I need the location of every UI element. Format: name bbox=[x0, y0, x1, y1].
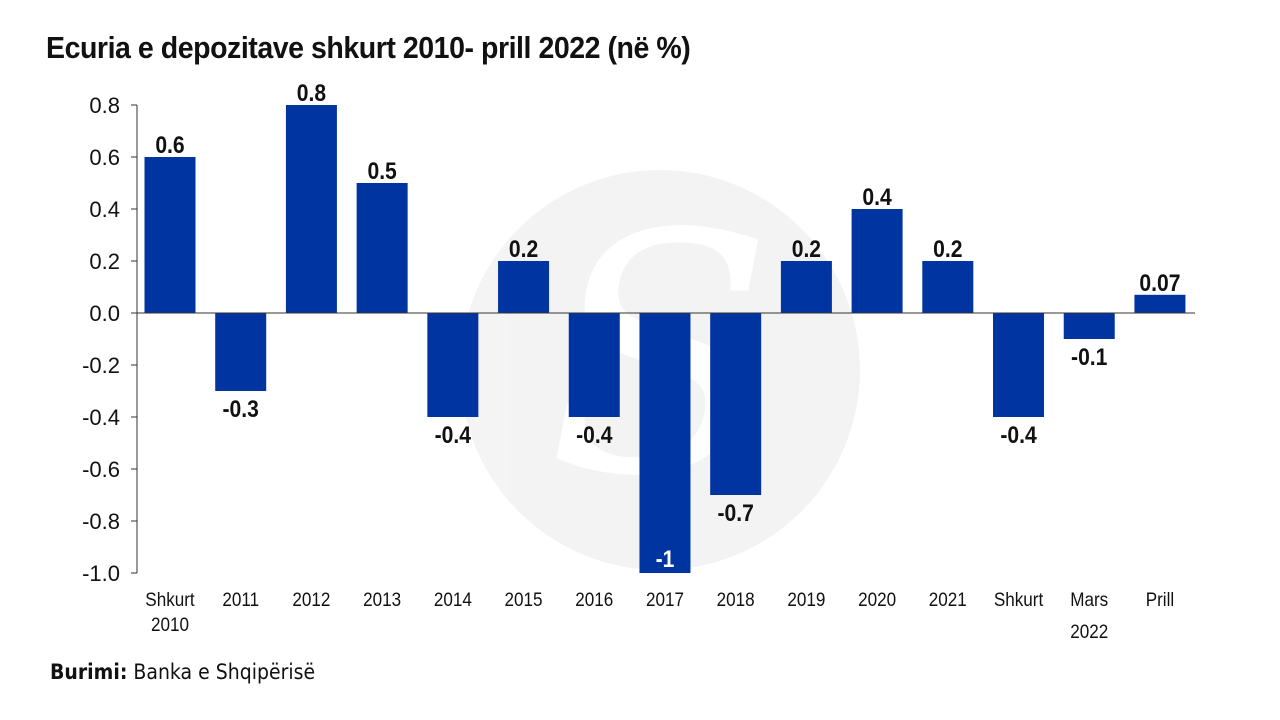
x-category-label: 2016 bbox=[575, 589, 613, 610]
x-category-label: 2019 bbox=[787, 589, 825, 610]
data-label: -0.7 bbox=[717, 500, 753, 527]
x-category-label: 2012 bbox=[292, 589, 330, 610]
x-category-label: 2013 bbox=[363, 589, 401, 610]
source-text: Banka e Shqipërisë bbox=[127, 660, 316, 684]
data-label: 0.2 bbox=[933, 236, 962, 263]
bar bbox=[710, 313, 762, 495]
y-tick-label: 0.8 bbox=[89, 93, 120, 118]
source-note: Burimi: Banka e Shqipërisë bbox=[50, 660, 315, 684]
x-category-label: 2011 bbox=[222, 589, 259, 610]
data-label: 0.5 bbox=[367, 158, 396, 185]
y-tick-label: 0.2 bbox=[89, 249, 120, 274]
bar bbox=[1134, 294, 1186, 313]
bar bbox=[993, 313, 1045, 417]
x-category-label: Shkurt bbox=[994, 589, 1043, 610]
data-label: 0.4 bbox=[862, 184, 892, 211]
bar bbox=[144, 157, 196, 313]
x-category-label: 2020 bbox=[858, 589, 896, 610]
y-tick-label: 0.0 bbox=[89, 301, 120, 326]
x-category-label: 2017 bbox=[646, 589, 684, 610]
y-tick-label: -0.2 bbox=[82, 353, 120, 378]
data-label: -0.3 bbox=[223, 396, 259, 423]
data-label: 0.8 bbox=[297, 80, 326, 107]
data-label: -0.4 bbox=[1000, 422, 1037, 449]
data-label: -0.4 bbox=[576, 422, 613, 449]
data-label: -1 bbox=[656, 546, 675, 573]
x-group-label: 2022 bbox=[1070, 621, 1108, 642]
bar bbox=[639, 313, 691, 573]
bar bbox=[215, 313, 267, 391]
x-category-label: Mars bbox=[1070, 589, 1108, 610]
bar bbox=[285, 105, 337, 313]
x-category-label: Prill bbox=[1146, 589, 1174, 610]
x-category-label: 2018 bbox=[717, 589, 755, 610]
bar bbox=[427, 313, 479, 417]
bar bbox=[780, 261, 832, 313]
y-tick-label: -0.6 bbox=[82, 457, 120, 482]
data-label: -0.1 bbox=[1071, 344, 1107, 371]
chart-title: Ecuria e depozitave shkurt 2010- prill 2… bbox=[46, 30, 691, 65]
x-category-label: 2010 bbox=[151, 614, 189, 635]
data-label: 0.6 bbox=[155, 132, 184, 159]
y-tick-label: -0.4 bbox=[82, 405, 120, 430]
x-category-label: 2021 bbox=[929, 589, 967, 610]
x-category-label: 2015 bbox=[505, 589, 543, 610]
y-tick-label: -0.8 bbox=[82, 509, 120, 534]
data-label: 0.2 bbox=[792, 236, 821, 263]
x-category-label: 2014 bbox=[434, 589, 472, 610]
bar bbox=[498, 261, 550, 313]
y-tick-label: 0.4 bbox=[89, 197, 120, 222]
y-tick-label: 0.6 bbox=[89, 145, 120, 170]
data-label: 0.07 bbox=[1139, 270, 1180, 297]
data-label: 0.2 bbox=[509, 236, 538, 263]
bar bbox=[922, 261, 974, 313]
bar bbox=[1063, 313, 1115, 339]
bar bbox=[568, 313, 620, 417]
source-label: Burimi: bbox=[50, 660, 128, 684]
x-category-label: Shkurt bbox=[145, 589, 194, 610]
bar bbox=[851, 209, 903, 313]
y-tick-label: -1.0 bbox=[82, 561, 120, 586]
bar bbox=[356, 183, 408, 313]
data-label: -0.4 bbox=[435, 422, 472, 449]
